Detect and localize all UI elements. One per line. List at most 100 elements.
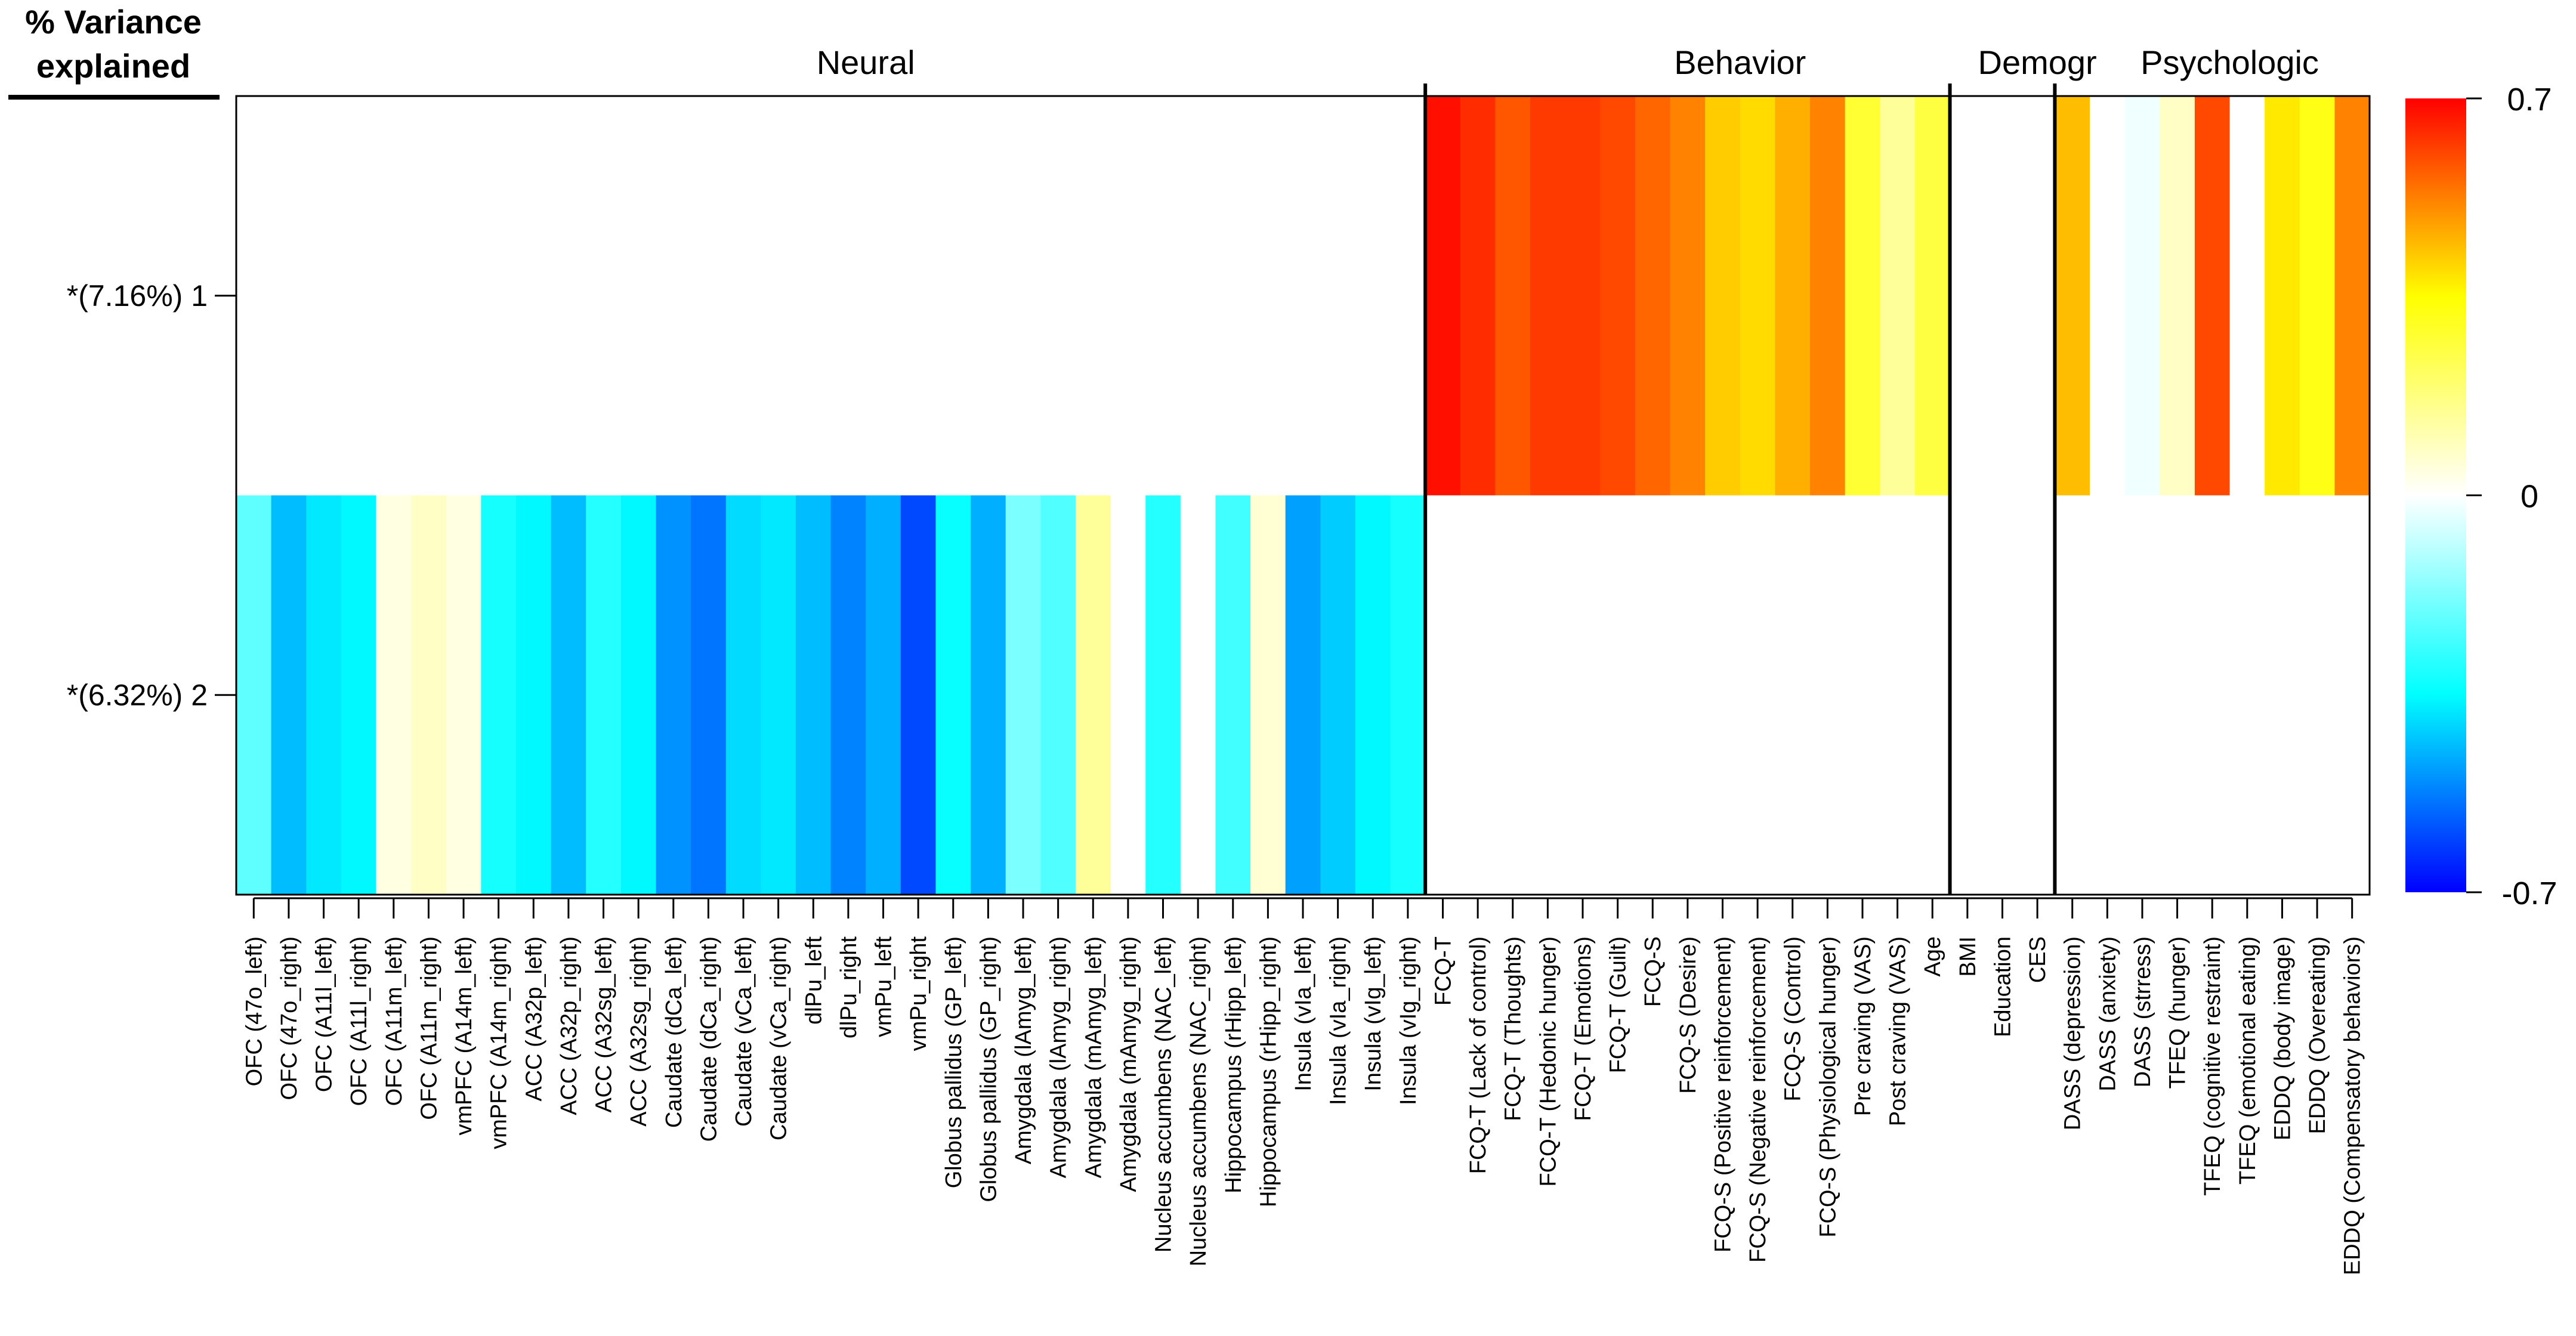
group-separators [1423,84,2057,895]
heatmap-cell [446,96,481,496]
row-label: *(7.16%) 1 [67,279,208,313]
heatmap-cell [341,495,377,895]
heatmap-cell [971,96,1006,496]
column-label: EDDQ (Overeating) [2305,936,2330,1134]
heatmap-cell [446,495,481,895]
heatmap-cell [971,495,1006,895]
plot-frame [235,95,2371,896]
heatmap-cell [1180,96,1216,496]
column-label: vmPu_right [906,936,931,1052]
heatmap-cell [1495,96,1531,496]
heatmap-cell [2334,96,2370,496]
column-label: Insula (vIg_left) [1361,936,1386,1091]
column-label: FCQ-S (Negative reinforcement) [1746,936,1771,1263]
heatmap-cell [1145,495,1181,895]
column-label: Insula (vIa_right) [1326,936,1351,1105]
heatmap-cell [411,96,447,496]
heatmap-cell [1460,96,1496,496]
column-label: vmPFC (A14m_right) [487,936,512,1149]
column-label: Pre craving (VAS) [1851,936,1876,1116]
legend-color-bar [2405,98,2466,892]
column-label: OFC (A11l_left) [312,936,337,1092]
heatmap-cell [761,495,796,895]
heatmap-cell [691,495,727,895]
heatmap-cell [2160,495,2195,895]
heatmap-cell [2090,96,2126,496]
heatmap-cell [1845,96,1880,496]
heatmap-cell [725,96,761,496]
heatmap-cell [1495,495,1531,895]
heatmap-cell [1530,495,1566,895]
heatmap-cell [830,96,866,496]
heatmap-cell [1635,96,1671,496]
column-label: FCQ-T (Thoughts) [1501,936,1526,1121]
column-label: Nucleus accumbens (NAC_left) [1151,936,1176,1252]
heatmap-cell [2229,96,2265,496]
heatmap-cell [830,495,866,895]
heatmap-cell [1950,96,1985,496]
column-label: Insula (vIa_left) [1291,936,1316,1091]
heatmap-cell [1880,495,1916,895]
heatmap-cell [1320,96,1356,496]
heatmap-cell [866,96,901,496]
heatmap-cell [2229,495,2265,895]
heatmap-cell [1670,96,1706,496]
corner-title-line-2: explained [36,47,190,85]
column-label: dlPu_left [801,936,826,1025]
column-label: Education [1991,936,2016,1037]
column-label: BMI [1956,936,1981,977]
legend-tick-label: 0 [2521,479,2538,515]
column-label: Amygdala (mAmyg_right) [1116,936,1141,1192]
column-label: Caudate (dCa_right) [696,936,721,1142]
column-axis: OFC (47o_left) OFC (47o_right) OFC (A11l_l… [242,897,2365,1275]
heatmap-cell [2299,96,2335,496]
column-label: FCQ-S (Physiological hunger) [1815,936,1840,1238]
column-label: EDDQ (body image) [2270,936,2295,1140]
heatmap-cell [1565,96,1601,496]
group-label: Neural [817,44,915,81]
column-label: Hippocampus (rHipp_left) [1221,936,1246,1193]
heatmap-cell [620,495,657,895]
heatmap-cell [1914,495,1951,895]
heatmap-cell [1600,495,1636,895]
heatmap-cell [1285,96,1321,496]
heatmap-cell [1005,495,1041,895]
heatmap-cell [306,96,342,496]
heatmap-cell [1425,495,1461,895]
heatmap-cell [1670,495,1706,895]
heatmap-cell [725,495,761,895]
heatmap-cell [1845,495,1880,895]
heatmap-cell [341,96,377,496]
heatmap-cell [1740,96,1776,496]
column-label: Caudate (dCa_left) [662,936,687,1128]
heatmap-cell [1460,495,1496,895]
heatmap-cell [1285,495,1321,895]
column-label: FCQ-S (Positive reinforcement) [1711,936,1736,1252]
heatmap-cell [2019,96,2055,496]
heatmap-cell [551,96,586,496]
column-label: dlPu_right [836,936,861,1039]
column-label: vmPu_left [872,936,897,1037]
heatmap-cell [1075,96,1111,496]
heatmap-cell [1215,96,1251,496]
heatmap-cell [2299,495,2335,895]
column-label: ACC (A32p_left) [521,936,546,1102]
heatmap-cell [1705,96,1741,496]
heatmap-cell [935,96,971,496]
heatmap-cell [586,96,622,496]
column-label: DASS (strress) [2130,936,2155,1087]
heatmap-cell [1775,495,1811,895]
column-label: TFEQ (hunger) [2166,936,2191,1089]
heatmap-cells [236,96,2370,895]
corner-title-group: % Variance explained [8,3,220,100]
column-label: ACC (A32sg_left) [592,936,617,1113]
column-label: Amygdala (mAmyg_left) [1081,936,1106,1178]
column-label: Hippocampus (rHipp_right) [1256,936,1281,1207]
corner-title-line-1: % Variance [25,3,202,41]
legend-tick-label: -0.7 [2501,876,2557,911]
heatmap-cell [1355,495,1391,895]
column-label: OFC (47o_right) [277,936,302,1100]
heatmap-cell [1425,96,1461,496]
column-label: ACC (A32sg_right) [626,936,651,1127]
